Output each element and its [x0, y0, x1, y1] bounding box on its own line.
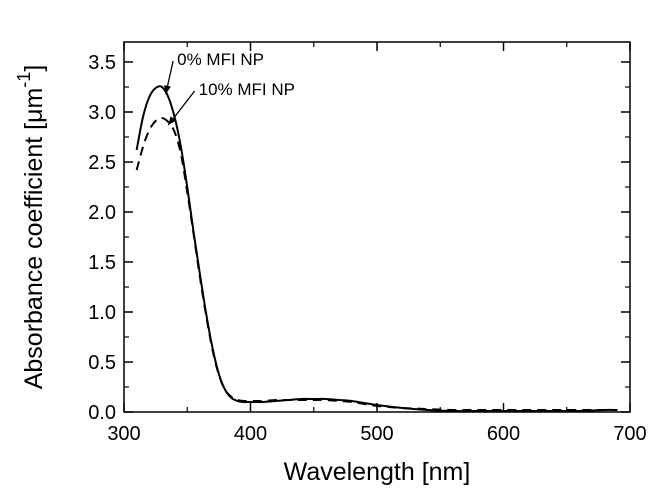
- y-tick-label: 0.0: [88, 402, 116, 424]
- annotation-arrowhead: [164, 85, 171, 94]
- y-tick-label: 2.0: [88, 202, 116, 224]
- annotation-label: 0% MFI NP: [177, 50, 264, 69]
- y-axis-title-main: Absorbance coefficient [: [20, 123, 48, 389]
- y-axis-title-exponent: -1: [14, 72, 34, 88]
- tick-labels: 300 400 500 600 700 0.0 0.5 1.0 1.5 2.0 2.5 3.0 3.5: [88, 52, 647, 445]
- annotation-arrowhead: [168, 116, 177, 125]
- x-tick-label: 400: [234, 423, 267, 445]
- series-group: [135, 85, 618, 413]
- x-tick-label: 700: [613, 423, 646, 445]
- y-axis-title-unit: μm: [20, 88, 48, 123]
- annotations: 0% MFI NP 10% MFI NP: [164, 50, 295, 126]
- x-tick-label: 600: [487, 423, 520, 445]
- x-axis-title: Wavelength [nm]: [284, 458, 471, 486]
- y-tick-label: 1.0: [88, 302, 116, 324]
- x-tick-label: 500: [360, 423, 393, 445]
- y-tick-label: 1.5: [88, 252, 116, 274]
- annotation-label: 10% MFI NP: [199, 80, 295, 99]
- y-axis-title: Absorbance coefficient [μm-1]: [14, 65, 48, 390]
- y-tick-label: 3.5: [88, 52, 116, 74]
- series-line-10pct-mfi-np: [135, 116, 618, 412]
- x-tick-label: 300: [107, 423, 140, 445]
- y-tick-label: 0.5: [88, 352, 116, 374]
- y-tick-label: 3.0: [88, 102, 116, 124]
- series-line-0pct-mfi-np: [135, 85, 618, 413]
- y-axis-title-close: ]: [20, 65, 48, 72]
- y-tick-label: 2.5: [88, 152, 116, 174]
